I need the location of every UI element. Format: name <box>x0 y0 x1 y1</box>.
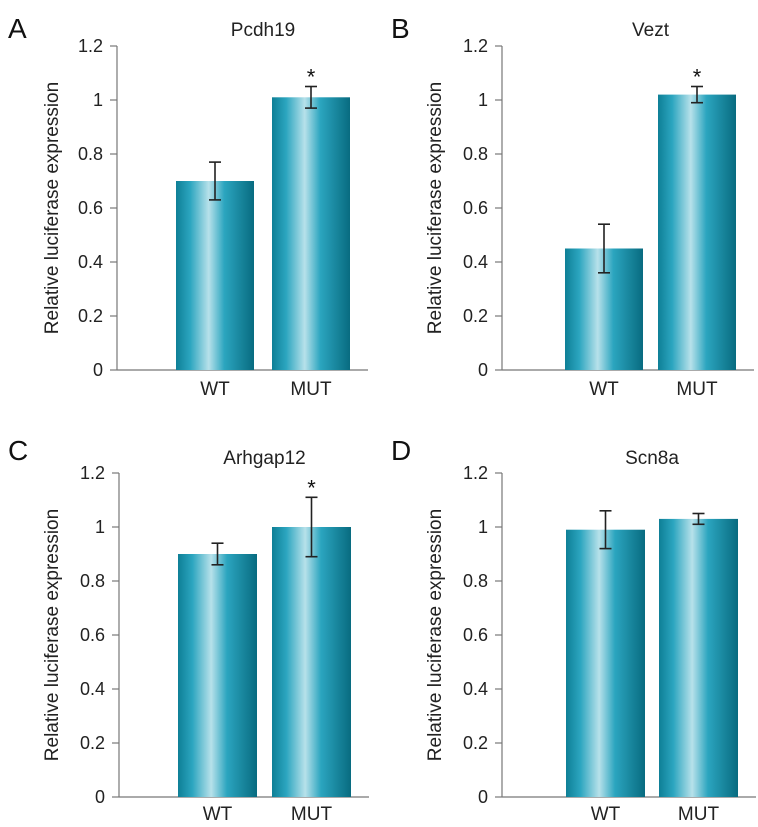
y-tick-label-b-5: 1 <box>478 90 488 110</box>
y-tick-label-d-2: 0.4 <box>463 679 488 699</box>
chart-d: D Scn8a 0 0.2 0.4 0.6 0.8 1 1.2 Relative lucifera… <box>391 435 756 825</box>
y-tick-label-c-3: 0.6 <box>80 625 105 645</box>
category-label-b-1: MUT <box>676 379 718 400</box>
panel-letter-a: A <box>8 13 27 44</box>
chart-title-b: Vezt <box>632 20 670 41</box>
y-tick-label-c-6: 1.2 <box>80 463 105 483</box>
category-label-d-1: MUT <box>678 804 720 825</box>
y-tick-label-b-0: 0 <box>478 360 488 380</box>
category-label-c-0: WT <box>203 804 233 825</box>
category-label-a-1: MUT <box>290 379 332 400</box>
y-axis-title-c: Relative luciferase expression <box>42 509 63 761</box>
y-tick-label-c-5: 1 <box>95 517 105 537</box>
y-tick-label-a-4: 0.8 <box>78 144 103 164</box>
panel-b: B Vezt 0 0.2 0.4 0.6 0.8 1 1.2 Relative luciferas… <box>383 0 758 414</box>
panel-letter-c: C <box>8 435 28 466</box>
significance-star-c-1: * <box>307 475 316 500</box>
y-tick-label-c-1: 0.2 <box>80 733 105 753</box>
bar-a-wt <box>176 181 254 370</box>
y-tick-label-c-0: 0 <box>95 787 105 807</box>
y-tick-label-a-5: 1 <box>93 90 103 110</box>
category-label-a-0: WT <box>200 379 230 400</box>
y-axis-title-a: Relative luciferase expression <box>42 82 63 334</box>
y-tick-label-b-2: 0.4 <box>463 252 488 272</box>
category-label-b-0: WT <box>589 379 619 400</box>
y-tick-label-d-0: 0 <box>478 787 488 807</box>
significance-star-a-1: * <box>307 65 316 90</box>
bar-b-mut <box>658 94 736 370</box>
panel-d: D Scn8a 0 0.2 0.4 0.6 0.8 1 1.2 Relative lucifera… <box>383 422 758 827</box>
bar-d-mut <box>659 518 738 797</box>
bar-d-wt <box>566 529 645 797</box>
panel-letter-d: D <box>391 435 411 466</box>
y-tick-label-d-6: 1.2 <box>463 463 488 483</box>
category-label-d-0: WT <box>591 804 621 825</box>
significance-star-b-1: * <box>693 65 702 90</box>
y-tick-label-b-3: 0.6 <box>463 198 488 218</box>
y-tick-label-d-3: 0.6 <box>463 625 488 645</box>
y-tick-label-b-1: 0.2 <box>463 306 488 326</box>
bar-c-wt <box>178 554 257 797</box>
y-tick-label-d-1: 0.2 <box>463 733 488 753</box>
category-label-c-1: MUT <box>291 804 333 825</box>
chart-title-c: Arhgap12 <box>223 448 305 469</box>
bar-c-mut <box>272 527 351 797</box>
y-tick-label-a-1: 0.2 <box>78 306 103 326</box>
y-tick-label-a-2: 0.4 <box>78 252 103 272</box>
panel-c: C Arhgap12 0 0.2 0.4 0.6 0.8 1 1.2 Relative lucif… <box>0 422 379 827</box>
y-tick-label-d-5: 1 <box>478 517 488 537</box>
chart-title-a: Pcdh19 <box>231 20 295 41</box>
panel-letter-b: B <box>391 13 410 44</box>
chart-a: A Pcdh19 0 0.2 0.4 0.6 0.8 1 1.2 Relative lucifer… <box>8 13 368 400</box>
y-tick-label-d-4: 0.8 <box>463 571 488 591</box>
panel-a: A Pcdh19 0 0.2 0.4 0.6 0.8 1 1.2 Relative lucifer… <box>0 0 379 414</box>
y-tick-label-b-6: 1.2 <box>463 36 488 56</box>
y-tick-label-c-2: 0.4 <box>80 679 105 699</box>
y-tick-label-a-6: 1.2 <box>78 36 103 56</box>
y-axis-title-d: Relative luciferase expression <box>425 509 446 761</box>
y-tick-label-a-3: 0.6 <box>78 198 103 218</box>
chart-b: B Vezt 0 0.2 0.4 0.6 0.8 1 1.2 Relative luciferas… <box>391 13 754 400</box>
y-axis-title-b: Relative luciferase expression <box>425 82 446 334</box>
bar-a-mut <box>272 97 350 371</box>
y-tick-label-c-4: 0.8 <box>80 571 105 591</box>
chart-c: C Arhgap12 0 0.2 0.4 0.6 0.8 1 1.2 Relative lucif… <box>8 435 369 825</box>
y-tick-label-b-4: 0.8 <box>463 144 488 164</box>
chart-title-d: Scn8a <box>625 448 679 469</box>
y-tick-label-a-0: 0 <box>93 360 103 380</box>
